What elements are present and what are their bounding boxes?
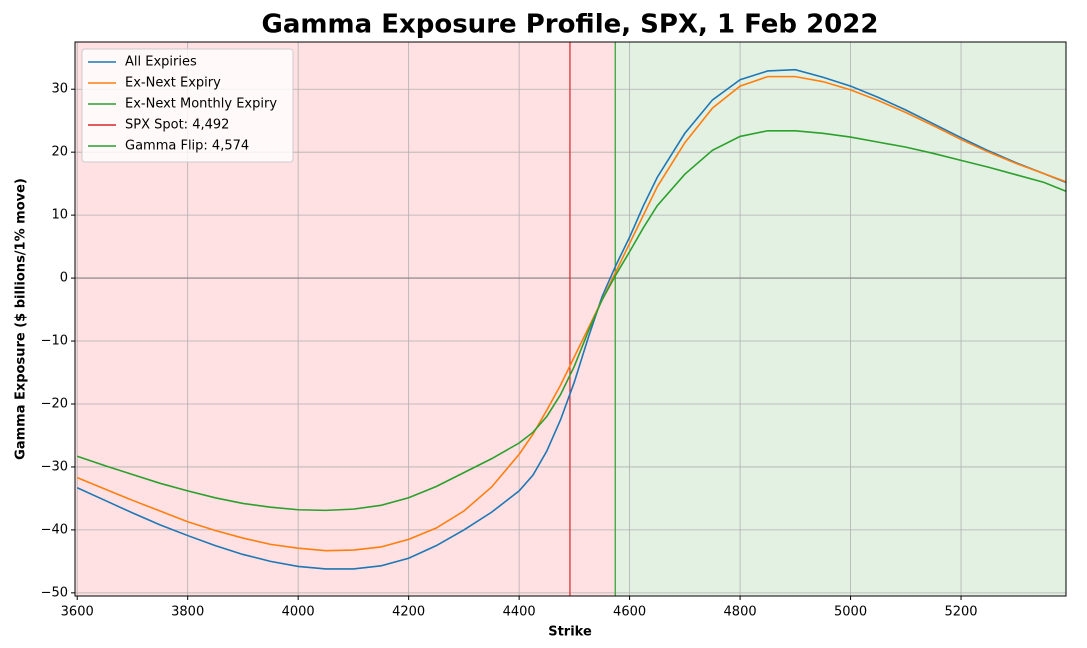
chart-title: Gamma Exposure Profile, SPX, 1 Feb 2022 xyxy=(262,10,879,40)
legend-label: Ex-Next Monthly Expiry xyxy=(125,97,277,112)
y-tick-label: −40 xyxy=(41,522,68,537)
x-tick-label: 4200 xyxy=(392,605,425,620)
x-tick-label: 4000 xyxy=(282,605,315,620)
legend-label: All Expiries xyxy=(125,55,197,70)
y-axis-label: Gamma Exposure ($ billions/1% move) xyxy=(14,178,29,460)
positive-gamma-region xyxy=(615,42,1066,596)
legend: All Expiries Ex-Next Expiry Ex-Next Monthl… xyxy=(81,48,294,163)
x-tick-label: 5000 xyxy=(834,605,867,620)
series-line xyxy=(76,129,1067,512)
plot-frame xyxy=(74,41,1067,597)
y-tick-label: −20 xyxy=(41,396,68,411)
x-tick-label: 4400 xyxy=(503,605,536,620)
y-tick-label: −10 xyxy=(41,334,68,349)
x-tick-label: 3800 xyxy=(171,605,204,620)
y-tick-label: −50 xyxy=(41,585,68,600)
series-line xyxy=(76,68,1067,570)
x-tick-label: 5200 xyxy=(944,605,977,620)
y-tick-label: 0 xyxy=(60,271,68,286)
y-tick-label: 30 xyxy=(51,82,68,97)
x-tick-label: 4600 xyxy=(613,605,646,620)
legend-label: SPX Spot: 4,492 xyxy=(125,118,229,133)
legend-label: Gamma Flip: 4,574 xyxy=(125,139,249,154)
legend-box xyxy=(81,48,294,163)
x-tick-label: 4800 xyxy=(724,605,757,620)
y-tick-label: −30 xyxy=(41,459,68,474)
legend-label: Ex-Next Expiry xyxy=(125,76,221,91)
x-tick-label: 3600 xyxy=(61,605,94,620)
y-tick-label: 10 xyxy=(51,208,68,223)
series-line xyxy=(76,75,1067,552)
y-tick-label: 20 xyxy=(51,145,68,160)
x-axis-label: Strike xyxy=(548,625,592,640)
